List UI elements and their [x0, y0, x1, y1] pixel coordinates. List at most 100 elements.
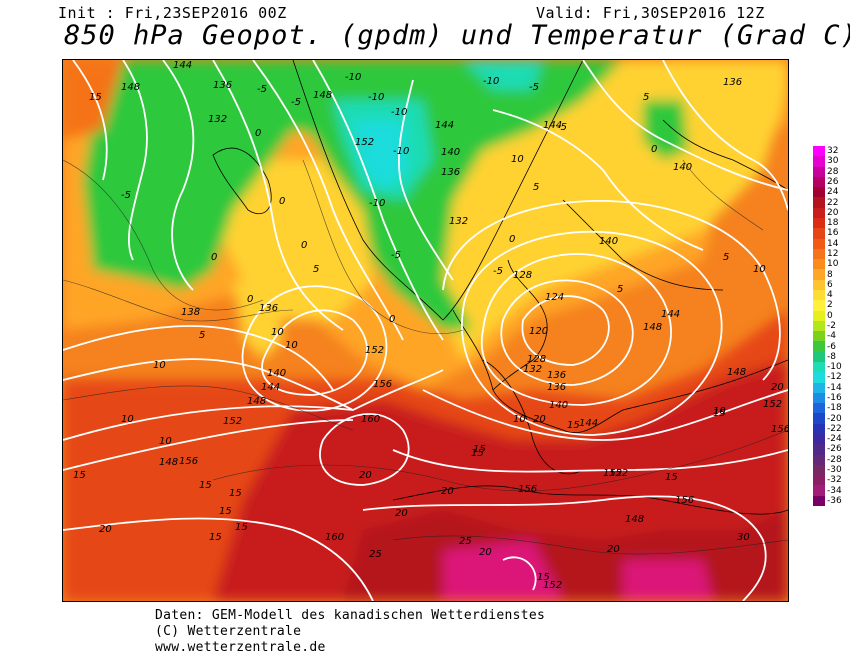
height-label: 136 — [213, 80, 232, 91]
scale-segment — [813, 464, 825, 476]
scale-label: -32 — [827, 475, 842, 486]
temp-label: 15 — [471, 448, 484, 459]
scale-label: 4 — [827, 290, 833, 301]
scale-label: -2 — [827, 321, 836, 331]
scale-segment — [813, 166, 825, 178]
scale-label: -18 — [827, 403, 842, 414]
temp-label: 10 — [159, 436, 172, 447]
temp-label: 20 — [479, 547, 492, 558]
temp-label: 20 — [441, 486, 454, 497]
scale-label: 8 — [827, 269, 833, 280]
scale-segment — [813, 238, 825, 250]
color-scale — [813, 146, 825, 507]
temp-label: 5 — [199, 330, 205, 341]
scale-label: 18 — [827, 218, 839, 229]
scale-segment — [813, 413, 825, 425]
scale-label: 32 — [827, 146, 839, 157]
scale-segment — [813, 248, 825, 260]
temp-label: 10 — [511, 154, 524, 165]
scale-label: -22 — [827, 423, 842, 434]
height-label: 148 — [313, 90, 332, 101]
scale-segment — [813, 403, 825, 414]
temp-label: -5 — [557, 122, 567, 133]
height-label: 152 — [603, 468, 622, 479]
footer-copyright: (C) Wetterzentrale — [155, 624, 302, 639]
scale-label: -12 — [827, 372, 842, 383]
height-label: 144 — [579, 418, 598, 429]
temp-label: 10 — [753, 264, 766, 275]
scale-segment — [813, 290, 825, 301]
scale-segment — [813, 485, 825, 497]
height-label: 144 — [543, 120, 562, 131]
temp-label: -10 — [345, 72, 361, 83]
temperature-isolines — [63, 159, 788, 555]
height-label: 140 — [267, 368, 286, 379]
scale-segment — [813, 372, 825, 384]
temp-label: -10 — [483, 76, 499, 87]
height-label: 132 — [208, 114, 227, 125]
scale-segment — [813, 269, 825, 281]
weather-map[interactable]: 144 148 136 132 148 152 144 140 136 132 … — [62, 59, 789, 602]
temp-label: -10 — [368, 92, 384, 103]
temp-label: 10 — [121, 414, 134, 425]
temp-label: -5 — [257, 84, 267, 95]
temp-label: 0 — [279, 196, 285, 207]
footer-website[interactable]: www.wetterzentrale.de — [155, 640, 326, 655]
scale-label: 14 — [827, 238, 839, 249]
scale-label: -30 — [827, 465, 842, 475]
scale-label: 10 — [827, 259, 839, 270]
temp-label: 15 — [219, 506, 232, 517]
temp-label: 15 — [713, 408, 726, 419]
scale-segment — [813, 434, 825, 445]
temp-label: -10 — [369, 198, 385, 209]
field-green-russia — [643, 100, 688, 160]
height-label: 136 — [723, 77, 742, 88]
scale-label: -6 — [827, 341, 836, 352]
temp-label: 5 — [723, 252, 729, 263]
temp-label: -10 — [393, 146, 409, 157]
scale-label: 26 — [827, 177, 839, 187]
temp-label: 15 — [473, 444, 486, 455]
temp-label: 10 — [513, 414, 526, 425]
scale-segment — [813, 444, 825, 456]
height-label: 148 — [121, 82, 140, 93]
temp-label: 5 — [313, 264, 319, 275]
temp-label: 0 — [651, 144, 657, 155]
scale-label: 2 — [827, 300, 833, 311]
height-label: 148 — [159, 457, 178, 468]
scale-label: -28 — [827, 454, 842, 465]
temp-label: 5 — [643, 92, 649, 103]
temp-label: 20 — [99, 524, 112, 535]
scale-segment — [813, 310, 825, 322]
temp-label: -5 — [391, 250, 401, 261]
height-label: 156 — [179, 456, 198, 467]
temp-label: 0 — [301, 240, 307, 251]
scale-label: 30 — [827, 156, 839, 167]
temp-label: 10 — [153, 360, 166, 371]
scale-label: 12 — [827, 249, 839, 259]
scale-label: 16 — [827, 228, 839, 239]
temp-label: 0 — [509, 234, 515, 245]
height-label: 140 — [441, 147, 460, 158]
scale-segment — [813, 279, 825, 291]
temp-label: 0 — [211, 252, 217, 263]
scale-segment — [813, 207, 825, 219]
scale-label: 24 — [827, 187, 839, 198]
scale-label: -36 — [827, 495, 842, 506]
height-label: 156 — [771, 424, 788, 435]
height-label: 144 — [173, 60, 192, 71]
temp-label: 15 — [567, 420, 580, 431]
temp-label: 15 — [229, 488, 242, 499]
scale-label: -26 — [827, 444, 842, 455]
scale-label: 6 — [827, 279, 833, 290]
temp-label: 15 — [89, 92, 102, 103]
temp-label: 15 — [665, 472, 678, 483]
contour-labels: 144 148 136 132 148 152 144 140 136 132 … — [73, 60, 788, 591]
height-label: 148 — [625, 514, 644, 525]
height-label: 140 — [673, 162, 692, 173]
height-label: 128 — [527, 354, 546, 365]
temp-label: 10 — [271, 327, 284, 338]
field-yellow-atlantic — [213, 160, 373, 320]
height-label: 152 — [609, 468, 628, 479]
geopotential-isolines — [63, 60, 788, 601]
